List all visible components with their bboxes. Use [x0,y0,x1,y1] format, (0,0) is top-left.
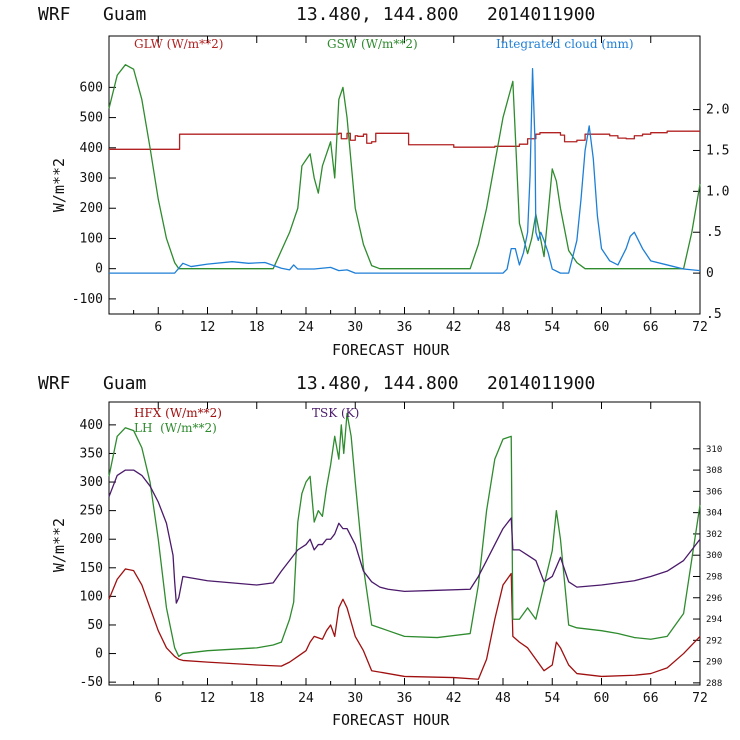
bottom-y-tick-label: 300 [80,475,103,490]
bottom-x-tick-label: 24 [298,691,314,706]
bottom-y2-tick-label: 288 [706,679,722,689]
bottom-x-tick-label: 18 [249,691,265,706]
bottom-location-label: Guam [103,373,146,394]
bottom-legend-tsk: TSK (K) [312,406,359,420]
bottom-y-tick-label: 100 [80,589,103,604]
top-series [108,64,701,274]
bottom-y2-tick-label: 306 [706,487,722,497]
bottom-y2-tick-label: 300 [706,551,722,561]
bottom-x-tick-label: 12 [200,691,216,706]
top-x-tick-label: 24 [298,320,314,335]
bottom-y-tick-label: 400 [80,418,103,433]
bottom-ticks: 6 12 18 24 30 36 42 48 54 60 66 72 -50 0 50 100 150 200 25… [80,402,722,706]
bottom-model-label: WRF [38,373,71,394]
top-y2-tick-label: .5 [706,225,722,240]
top-run-label: 2014011900 [487,4,595,25]
bottom-y-tick-label: 150 [80,561,103,576]
bottom-y-axis-label: W/m**2 [50,518,68,572]
top-x-tick-label: 6 [154,320,162,335]
bottom-x-tick-label: 72 [692,691,708,706]
top-y-tick-label: -100 [72,292,103,307]
top-plot-frame [108,35,701,315]
top-x-tick-label: 60 [594,320,610,335]
top-y-axis-label: W/m**2 [50,158,68,212]
top-series-integrated-cloud [109,68,701,274]
bottom-y-tick-label: 200 [80,532,103,547]
top-y2-tick-label: 1.5 [706,143,729,158]
top-x-tick-label: 72 [692,320,708,335]
bottom-legend-lh: LH (W/m**2) [134,421,217,435]
bottom-x-tick-label: 30 [347,691,363,706]
top-coords-label: 13.480, 144.800 [296,4,459,25]
bottom-series-hfx [108,568,701,680]
bottom-y2-tick-label: 298 [706,572,722,582]
bottom-series-tsk [108,469,701,604]
top-x-tick-label: 18 [249,320,265,335]
bottom-y2-tick-label: 296 [706,594,722,604]
top-y-tick-label: 300 [80,171,103,186]
bottom-panel: WRF Guam 13.480, 144.800 2014011900 6 12 1… [38,373,722,729]
top-y-tick-label: 200 [80,201,103,216]
bottom-y2-tick-label: 304 [706,509,722,519]
top-x-axis-label: FORECAST HOUR [332,341,450,359]
bottom-y-tick-label: 50 [87,618,103,633]
bottom-plot-frame [108,401,701,686]
top-series-gsw [108,64,701,270]
top-x-tick-label: 36 [397,320,413,335]
top-y2-tick-label: 0 [706,266,714,281]
top-ticks: 6 12 18 24 30 36 42 48 54 60 66 72 -100 0 100 200 300 400… [72,36,729,335]
bottom-legend-hfx: HFX (W/m**2) [134,406,222,420]
top-x-tick-label: 54 [544,320,560,335]
bottom-y-tick-label: 250 [80,504,103,519]
top-location-label: Guam [103,4,146,25]
top-y-tick-label: 0 [95,262,103,277]
bottom-coords-label: 13.480, 144.800 [296,373,459,394]
top-model-label: WRF [38,4,71,25]
top-x-tick-label: 30 [347,320,363,335]
top-x-tick-label: 48 [495,320,511,335]
bottom-y-tick-label: -50 [80,675,103,690]
top-y2-tick-label: 1.0 [706,184,729,199]
top-y-tick-label: 500 [80,111,103,126]
bottom-x-tick-label: 36 [397,691,413,706]
bottom-x-axis-label: FORECAST HOUR [332,711,450,729]
bottom-series [108,412,701,680]
bottom-y2-tick-label: 292 [706,636,722,646]
top-y2-tick-label: .5 [706,307,722,322]
bottom-y2-tick-label: 302 [706,530,722,540]
bottom-y2-tick-label: 310 [706,445,722,455]
top-x-tick-label: 66 [643,320,659,335]
top-x-tick-label: 42 [446,320,462,335]
top-legend-glw: GLW (W/m**2) [134,37,223,51]
top-panel: WRF Guam 13.480, 144.800 2014011900 6 12 1… [38,4,729,359]
top-y-tick-label: 600 [80,80,103,95]
top-x-tick-label: 12 [200,320,216,335]
top-y-tick-label: 400 [80,141,103,156]
bottom-x-tick-label: 48 [495,691,511,706]
top-legend-cloud: Integrated cloud (mm) [496,37,634,51]
top-y-tick-label: 100 [80,231,103,246]
bottom-x-tick-label: 60 [594,691,610,706]
bottom-x-tick-label: 66 [643,691,659,706]
bottom-x-tick-label: 42 [446,691,462,706]
bottom-series-lh [108,412,701,658]
bottom-y-tick-label: 350 [80,446,103,461]
bottom-x-tick-label: 54 [544,691,560,706]
top-y2-tick-label: 2.0 [706,103,729,118]
top-series-glw [109,130,700,150]
bottom-y2-tick-label: 290 [706,658,722,668]
bottom-y-tick-label: 0 [95,647,103,662]
bottom-y2-tick-label: 294 [706,615,722,625]
bottom-x-tick-label: 6 [154,691,162,706]
top-legend-gsw: GSW (W/m**2) [327,37,418,51]
bottom-y2-tick-label: 308 [706,466,722,476]
bottom-run-label: 2014011900 [487,373,595,394]
